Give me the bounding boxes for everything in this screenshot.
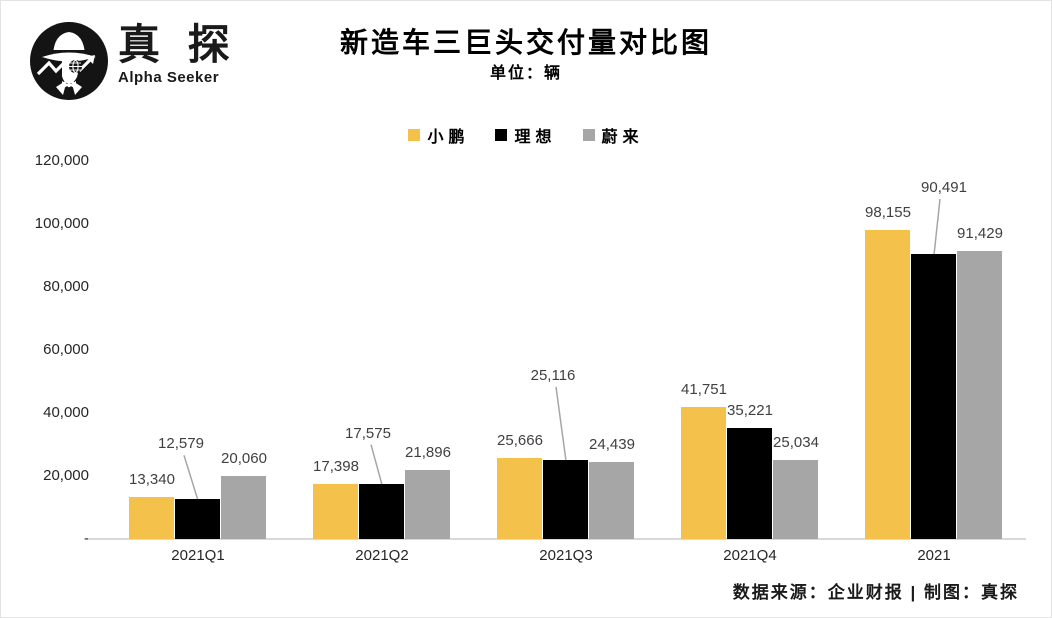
bar-小鹏-2021Q2 [313,484,358,539]
brand-text: 真 探 Alpha Seeker [118,21,238,86]
value-label: 91,429 [957,224,1003,242]
legend-label: 蔚来 [601,129,644,146]
value-label: 17,398 [313,458,359,476]
value-label: 25,116 [530,366,576,384]
y-tick-label: 20,000 [43,467,89,484]
x-tick-label: 2021 [917,547,951,564]
chart-legend: 小鹏 理想 蔚来 [1,123,1051,147]
bar-蔚来-2021Q4 [773,460,818,539]
x-tick-label: 2021Q3 [539,547,593,564]
bar-理想-2021Q4 [727,428,772,539]
y-tick-label: 60,000 [43,341,89,358]
x-tick-label: 2021Q2 [355,547,409,564]
value-label: 17,575 [345,424,391,442]
chart-unit-label: 单位：辆 [489,65,562,82]
legend-label: 理想 [514,129,557,146]
y-tick-label: 40,000 [43,404,89,421]
bar-理想-2021Q3 [543,459,588,539]
value-label: 20,060 [221,449,267,467]
chart-title: 新造车三巨头交付量对比图 [339,27,712,58]
value-label: 35,221 [727,402,773,420]
bar-小鹏-2021 [865,229,910,539]
x-axis-line [89,538,1026,540]
value-label: 41,751 [681,381,727,399]
bar-理想-2021 [911,253,956,539]
bar-小鹏-2021Q3 [497,458,542,539]
bar-理想-2021Q2 [359,483,404,539]
brand-name-en: Alpha Seeker [118,69,220,86]
value-label: 12,579 [158,435,204,453]
brand-name-cn: 真 探 [118,21,238,68]
detective-logo-icon [30,22,108,100]
value-label: 25,034 [773,434,819,452]
y-tick-label: - [84,530,89,547]
legend-label: 小鹏 [427,129,470,146]
bar-小鹏-2021Q1 [129,496,174,539]
legend-swatch-icon [582,129,595,141]
value-label: 13,340 [129,470,175,488]
brand-logo: 真 探 Alpha Seeker [29,21,238,101]
legend-swatch-icon [408,129,421,141]
bar-蔚来-2021Q1 [221,475,266,539]
bar-蔚来-2021Q2 [405,470,450,539]
bar-蔚来-2021 [957,250,1002,539]
legend-item-理想: 理想 [495,123,556,147]
legend-swatch-icon [495,129,508,141]
bar-蔚来-2021Q3 [589,462,634,539]
legend-item-蔚来: 蔚来 [582,123,644,147]
y-tick-label: 100,000 [34,215,89,232]
value-label: 98,155 [865,203,911,221]
value-label: 25,666 [497,432,543,450]
y-tick-label: 120,000 [34,152,89,169]
data-source-note: 数据来源：企业财报 | 制图：真探 [732,583,1019,602]
value-label: 21,896 [405,444,451,462]
value-label: 90,491 [921,178,967,196]
bar-理想-2021Q1 [175,499,220,539]
legend-item-小鹏: 小鹏 [408,123,469,147]
y-tick-label: 80,000 [43,278,89,295]
bar-小鹏-2021Q4 [681,407,726,539]
value-label: 24,439 [589,436,635,454]
x-tick-label: 2021Q1 [171,547,225,564]
x-tick-label: 2021Q4 [723,547,777,564]
